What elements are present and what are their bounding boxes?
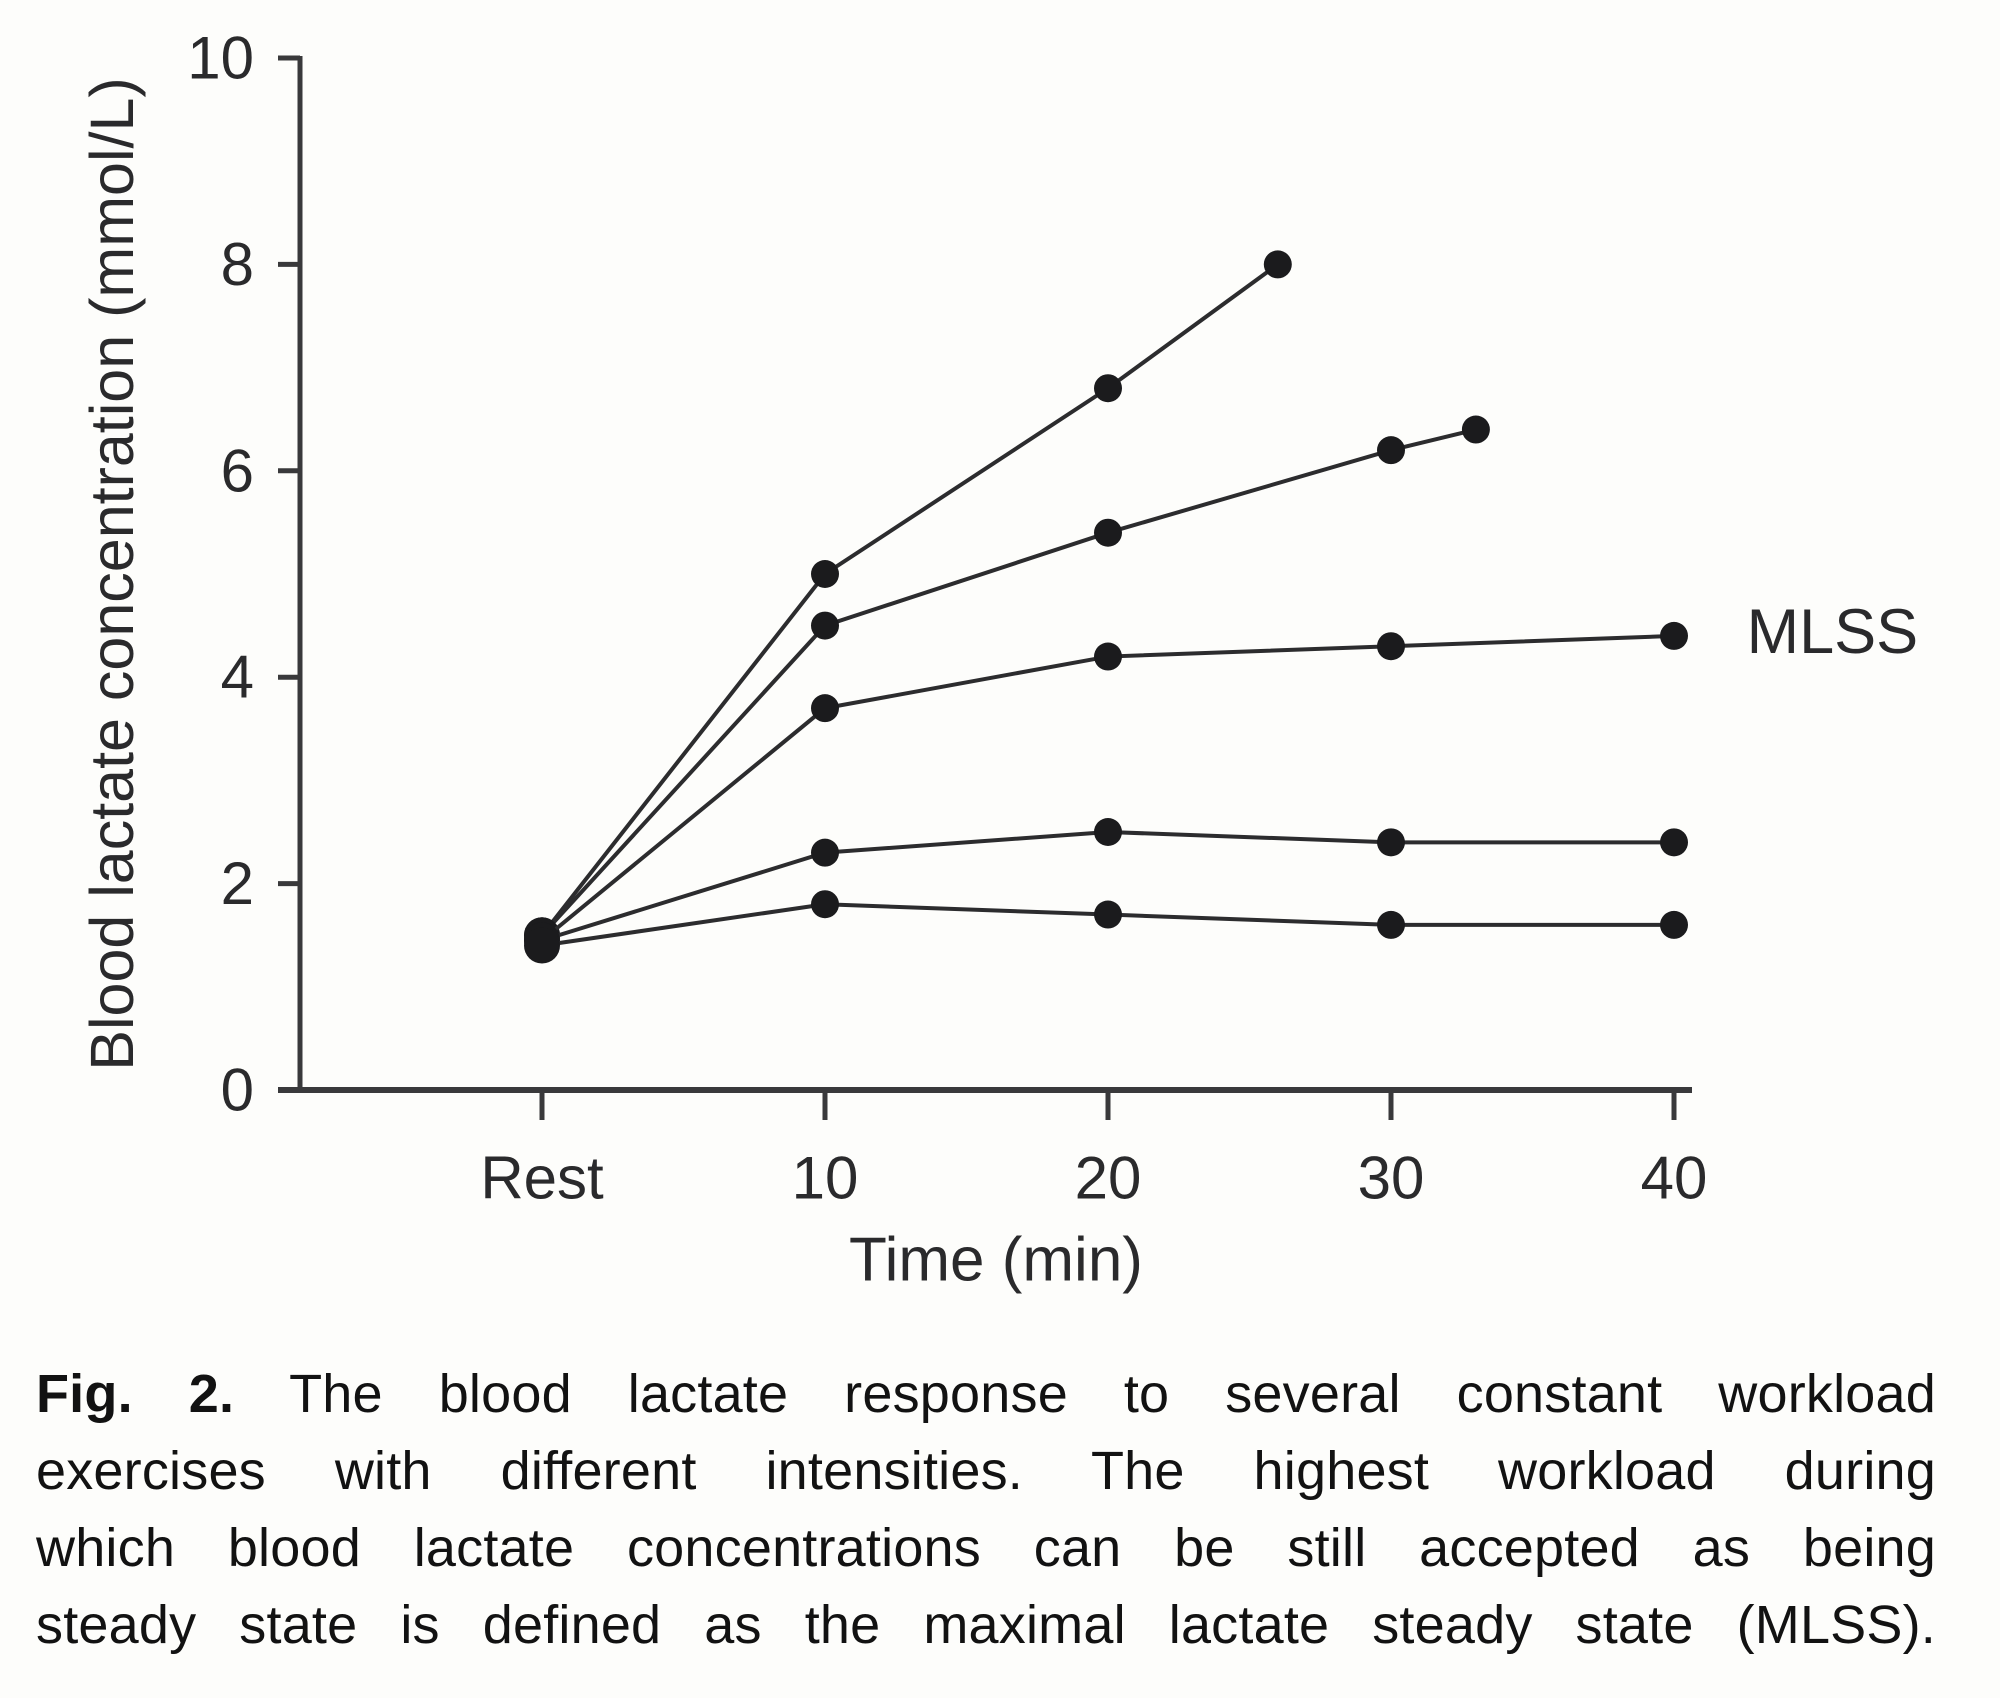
x-tick-label: Rest [480,1145,604,1212]
data-point-workload-5-lowest [811,890,839,919]
caption-line-1-text: The blood lactate response to several co… [234,1364,1936,1424]
caption-line-2: exercises with different intensities. Th… [36,1441,1936,1501]
data-point-workload-1-highest [1094,374,1122,403]
y-tick-label: 8 [221,231,254,298]
y-tick-label: 6 [221,437,254,504]
data-point-workload-2 [1461,415,1490,444]
y-tick-label: 2 [221,850,254,917]
caption-line-1: Fig. 2. The blood lactate response to se… [36,1356,1936,1433]
caption-line-4: steady state is defined as the maximal l… [36,1595,1936,1655]
x-tick-label: 10 [792,1145,859,1212]
data-point-workload-5-lowest [1377,910,1405,939]
data-point-workload-4 [811,838,839,867]
data-point-workload-5-lowest [1094,900,1122,929]
data-point-workload-3-mlss [1660,621,1688,650]
caption-line-3: which blood lactate concentrations can b… [36,1518,1936,1578]
data-point-workload-3-mlss [811,694,839,723]
y-axis-title: Blood lactate concentration (mmol/L) [78,77,146,1070]
y-tick-label: 4 [221,644,254,711]
data-point-workload-5-lowest [1660,910,1688,939]
data-point-workload-1-highest [811,560,839,588]
series-line-workload-1-highest [540,262,1279,937]
x-tick-label: 40 [1641,1145,1708,1212]
data-point-workload-3-mlss [1377,632,1405,661]
data-point-workload-2 [1094,518,1122,547]
data-point-workload-4 [1377,828,1405,857]
figure-caption: Fig. 2. The blood lactate response to se… [36,1356,1936,1664]
y-tick-label: 0 [221,1057,254,1124]
x-tick-label: 20 [1075,1145,1142,1212]
data-point-workload-2 [811,611,839,640]
data-point-workload-3-mlss [1094,642,1122,671]
data-point-workload-1-highest [1263,250,1292,279]
data-point-workload-5-lowest [524,927,560,964]
x-axis-title: Time (min) [849,1226,1143,1295]
data-point-workload-4 [1094,818,1122,846]
mlss-label: MLSS [1747,597,1919,667]
lactate-chart-canvas: 0 2 4 6 8 10 Rest 10 20 30 40 Blood lactate concent… [78,25,1919,1295]
series-line-workload-3-mlss [540,633,1675,942]
data-point-workload-2 [1377,436,1405,465]
caption-figure-number: Fig. 2. [36,1364,235,1424]
series-line-workload-2 [540,427,1477,937]
data-point-workload-4 [1660,828,1688,857]
x-tick-label: 30 [1358,1145,1425,1212]
y-tick-label: 10 [187,25,254,92]
